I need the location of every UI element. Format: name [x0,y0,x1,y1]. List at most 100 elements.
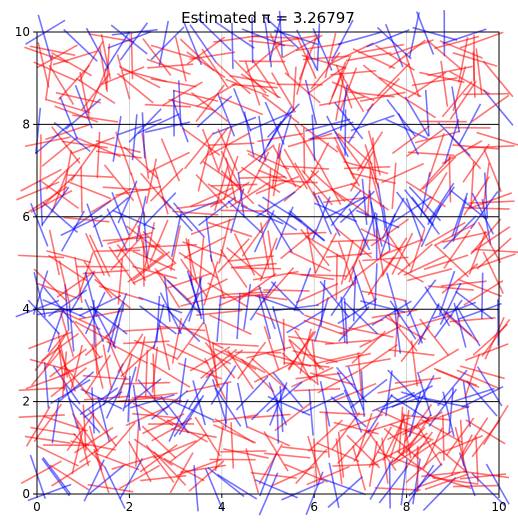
needle-crossing [324,195,367,219]
needle-crossing [327,476,363,509]
needle-non-crossing [393,426,426,463]
needle-crossing [51,397,60,444]
needle-non-crossing [387,418,430,441]
needle-crossing [178,358,187,404]
needle-non-crossing [35,282,80,300]
needle-non-crossing [463,279,504,306]
y-tick-label: 0 [22,487,30,501]
needle-crossing [415,11,435,55]
needle-non-crossing [74,426,114,454]
needle-non-crossing [45,157,81,190]
needle-non-crossing [91,187,132,213]
needle-non-crossing [123,146,159,180]
needle-non-crossing [30,349,62,387]
needle-non-crossing [482,60,514,98]
needle-non-crossing [140,474,187,482]
plot-area [15,10,518,516]
needle-non-crossing [184,132,215,170]
needle-crossing [231,22,234,69]
needle-non-crossing [299,328,312,374]
needle-crossing [482,89,514,126]
needle-non-crossing [362,256,409,262]
needle-crossing [60,210,85,252]
needle-crossing [416,371,432,417]
needle-non-crossing [398,406,404,453]
needle-crossing [336,371,358,414]
needle-non-crossing [350,172,396,185]
needle-non-crossing [357,352,363,399]
needle-non-crossing [247,426,291,447]
needle-non-crossing [419,318,450,356]
needle-non-crossing [108,246,136,286]
needle-non-crossing [147,63,194,69]
needle-non-crossing [215,62,251,95]
needle-non-crossing [209,254,226,300]
needle-crossing [254,479,299,499]
needle-crossing [269,382,288,426]
needle-non-crossing [471,226,511,254]
needle-non-crossing [335,64,353,109]
needle-crossing [37,14,52,60]
needle-non-crossing [366,77,401,112]
needle-non-crossing [132,262,176,284]
needle-non-crossing [142,38,172,77]
needle-non-crossing [185,278,228,301]
needle-non-crossing [463,470,510,479]
needle-crossing [258,120,282,162]
needle-non-crossing [422,427,443,471]
needle-crossing [64,284,70,331]
needle-non-crossing [30,190,73,213]
needle-non-crossing [91,343,104,389]
needle-crossing [137,113,180,135]
needle-crossing [392,196,432,223]
needle-crossing [212,116,257,135]
needle-non-crossing [449,70,491,95]
needle-non-crossing [257,132,303,143]
needle-non-crossing [442,311,479,343]
needle-non-crossing [220,209,267,212]
needle-non-crossing [133,438,173,466]
needle-non-crossing [213,166,229,212]
needle-non-crossing [223,448,269,459]
needle-non-crossing [204,323,217,370]
needle-non-crossing [293,388,341,392]
needle-non-crossing [82,404,87,451]
needle-non-crossing [61,140,108,149]
needle-non-crossing [162,81,203,107]
needle-crossing [339,84,348,131]
needle-crossing [420,204,442,248]
needle-crossing [326,115,349,158]
needle-non-crossing [247,152,288,180]
needle-non-crossing [331,54,352,98]
needle-non-crossing [361,290,408,302]
needle-non-crossing [125,406,169,427]
needle-non-crossing [237,341,267,380]
y-tick-label: 8 [22,117,30,131]
needle-non-crossing [333,382,377,402]
needle-crossing [335,366,368,403]
needle-non-crossing [348,326,394,338]
needle-non-crossing [60,312,75,358]
needle-crossing [279,385,284,433]
needle-crossing [210,365,237,406]
needle-crossing [438,270,456,316]
needle-crossing [311,114,316,161]
needle-non-crossing [403,414,450,421]
needle-non-crossing [230,262,277,269]
needle-crossing [41,186,70,226]
needle-crossing [87,464,125,496]
needle-non-crossing [134,420,140,467]
x-tick-label: 0 [33,500,41,514]
needle-non-crossing [405,451,441,484]
needle-non-crossing [281,352,318,385]
needle-non-crossing [375,44,415,71]
needle-crossing [404,96,430,137]
needle-non-crossing [28,186,68,213]
needle-non-crossing [218,125,233,171]
needle-non-crossing [207,183,248,209]
needle-non-crossing [407,151,455,157]
needle-non-crossing [454,426,468,473]
needle-non-crossing [78,40,104,82]
needle-non-crossing [190,217,235,236]
needle-non-crossing [183,236,226,259]
